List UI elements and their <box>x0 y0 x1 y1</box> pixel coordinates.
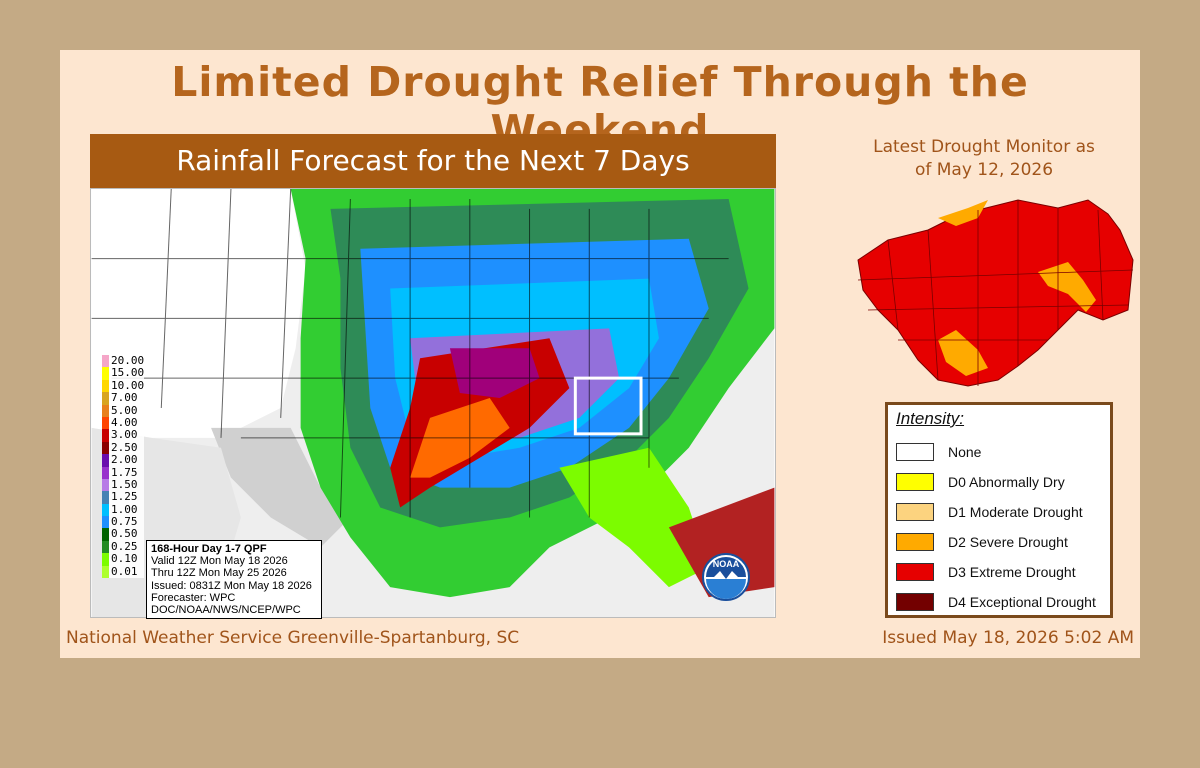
qpf-info-thru: Thru 12Z Mon May 25 2026 <box>151 567 287 580</box>
qpf-info-issued: Issued: 0831Z Mon May 18 2026 <box>151 579 312 592</box>
qpf-legend-swatch <box>102 565 109 579</box>
drought-monitor-map <box>857 199 1134 387</box>
qpf-legend-value: 4.00 <box>111 415 138 429</box>
qpf-legend-swatch <box>102 416 109 430</box>
qpf-legend-row: 2.00 <box>102 453 144 467</box>
qpf-legend-row: 10.00 <box>102 378 145 393</box>
qpf-legend-value: 2.00 <box>111 453 138 467</box>
qpf-legend-value: 1.75 <box>111 465 138 479</box>
qpf-legend-row: 4.00 <box>102 415 144 430</box>
drought-legend-row: None <box>896 441 981 463</box>
drought-legend-title: Intensity: <box>896 409 965 428</box>
noaa-logo-icon: NOAA <box>702 553 750 601</box>
qpf-legend-swatch <box>102 404 109 417</box>
drought-legend-label: D0 Abnormally Dry <box>948 474 1065 490</box>
qpf-legend-row: 7.00 <box>102 391 144 405</box>
qpf-color-legend: 20.00 15.00 10.00 7.00 5.00 4.00 3.00 2.50 2.00 1… <box>102 354 145 579</box>
qpf-legend-value: 7.00 <box>111 391 138 405</box>
qpf-legend-row: 1.50 <box>102 477 144 492</box>
qpf-legend-swatch <box>102 528 109 541</box>
drought-legend-row: D3 Extreme Drought <box>896 561 1076 583</box>
qpf-legend-value: 2.50 <box>111 440 138 454</box>
main-title: Limited Drought Relief Through the Weeke… <box>171 58 1029 154</box>
qpf-info-agency: DOC/NOAA/NWS/NCEP/WPC <box>151 604 301 617</box>
drought-legend-row: D0 Abnormally Dry <box>896 471 1065 493</box>
qpf-legend-swatch <box>102 392 109 405</box>
qpf-legend-swatch <box>102 516 109 529</box>
drought-legend-label: None <box>948 444 982 460</box>
qpf-legend-swatch <box>102 429 109 442</box>
drought-legend-row: D1 Moderate Drought <box>896 501 1083 523</box>
drought-legend-swatch <box>896 443 934 461</box>
drought-legend-swatch <box>896 593 934 611</box>
qpf-legend-row: 15.00 <box>102 366 145 380</box>
qpf-legend-value: 1.00 <box>111 502 138 516</box>
qpf-legend-value: 0.10 <box>111 552 138 566</box>
qpf-legend-swatch <box>102 503 109 517</box>
qpf-legend-row: 3.00 <box>102 428 144 442</box>
qpf-legend-value: 0.25 <box>111 539 138 553</box>
qpf-info-title: 168-Hour Day 1-7 QPF <box>151 543 267 555</box>
qpf-info-valid: Valid 12Z Mon May 18 2026 <box>151 555 288 568</box>
qpf-legend-row: 0.50 <box>102 527 144 541</box>
qpf-legend-value: 0.01 <box>111 564 138 578</box>
drought-legend-swatch <box>896 563 934 581</box>
drought-legend-row: D2 Severe Drought <box>896 531 1068 553</box>
qpf-legend-row: 20.00 <box>102 354 145 368</box>
qpf-legend-swatch <box>102 379 109 393</box>
qpf-legend-swatch <box>102 491 109 504</box>
qpf-legend-value: 15.00 <box>111 366 145 380</box>
issued-timestamp: Issued May 18, 2026 5:02 AM <box>882 628 1134 648</box>
qpf-legend-row: 1.75 <box>102 465 144 479</box>
drought-legend-row: D4 Exceptional Drought <box>896 591 1096 613</box>
qpf-legend-row: 1.00 <box>102 502 144 517</box>
qpf-legend-swatch <box>102 367 109 380</box>
drought-monitor-title: Latest Drought Monitor as of May 12, 202… <box>842 136 1126 182</box>
qpf-legend-value: 1.25 <box>111 490 138 504</box>
drought-legend-label: D3 Extreme Drought <box>948 564 1076 580</box>
qpf-legend-swatch <box>102 454 109 467</box>
qpf-legend-swatch <box>102 441 109 455</box>
qpf-legend-row: 0.10 <box>102 552 144 566</box>
qpf-legend-row: 5.00 <box>102 403 144 417</box>
qpf-legend-swatch <box>102 553 109 566</box>
qpf-legend-row: 1.25 <box>102 490 144 504</box>
qpf-legend-value: 20.00 <box>111 354 145 367</box>
office-footer: National Weather Service Greenville-Spar… <box>66 628 520 648</box>
drought-legend-label: D2 Severe Drought <box>948 534 1068 550</box>
drought-legend-swatch <box>896 473 934 491</box>
qpf-legend-value: 5.00 <box>111 403 138 417</box>
qpf-legend-swatch <box>102 355 109 368</box>
drought-legend-swatch <box>896 503 934 521</box>
qpf-legend-value: 0.50 <box>111 527 138 541</box>
qpf-info-box: 168-Hour Day 1-7 QPF Valid 12Z Mon May 1… <box>146 540 322 620</box>
drought-legend-label: D1 Moderate Drought <box>948 504 1083 520</box>
graphic-panel: Limited Drought Relief Through the Weeke… <box>60 50 1140 658</box>
qpf-legend-swatch <box>102 540 109 554</box>
qpf-legend-row: 0.01 <box>102 564 144 579</box>
noaa-logo-text: NOAA <box>713 559 740 569</box>
qpf-legend-value: 0.75 <box>111 515 138 529</box>
qpf-legend-row: 0.75 <box>102 515 144 529</box>
qpf-legend-row: 2.50 <box>102 440 144 455</box>
drought-monitor-title-line1: Latest Drought Monitor as <box>873 137 1095 157</box>
forecast-banner: Rainfall Forecast for the Next 7 Days <box>90 134 776 188</box>
qpf-legend-value: 10.00 <box>111 378 145 392</box>
qpf-legend-row: 0.25 <box>102 539 144 554</box>
qpf-legend-value: 3.00 <box>111 428 138 442</box>
qpf-info-forecaster: Forecaster: WPC <box>151 591 236 604</box>
qpf-legend-swatch <box>102 466 109 479</box>
drought-legend-swatch <box>896 533 934 551</box>
qpf-legend-value: 1.50 <box>111 477 138 491</box>
qpf-legend-swatch <box>102 478 109 492</box>
drought-legend-label: D4 Exceptional Drought <box>948 594 1096 610</box>
drought-monitor-title-line2: of May 12, 2026 <box>914 160 1054 180</box>
drought-intensity-legend: Intensity: None D0 Abnormally Dry D1 Moder… <box>885 402 1113 618</box>
